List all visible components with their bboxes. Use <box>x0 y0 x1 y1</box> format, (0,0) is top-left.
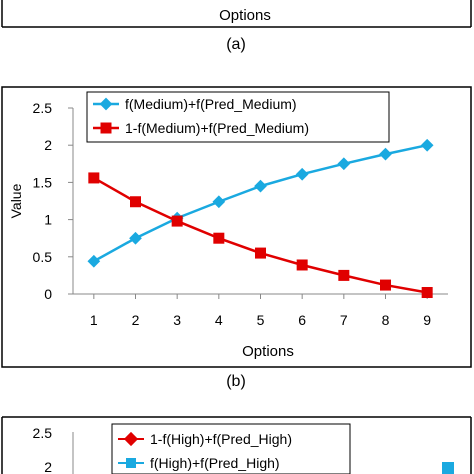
x-tick-label: 8 <box>382 312 390 328</box>
x-tick-label: 3 <box>173 312 181 328</box>
data-point <box>130 196 141 208</box>
panel-b-y-tick-labels: 0 0.5 1 1.5 2 2.5 <box>33 100 73 302</box>
panel-b-legend: f(Medium)+f(Pred_Medium) 1-f(Medium)+f(Pr… <box>86 91 390 143</box>
data-point <box>295 167 309 181</box>
panel-c-legend-label-1: 1-f(High)+f(Pred_High) <box>150 431 292 447</box>
panel-b-x-tick-labels: 1 2 3 4 5 6 7 8 9 <box>90 294 431 328</box>
y-tick-label: 2.5 <box>33 100 53 116</box>
data-point <box>212 195 226 209</box>
panel-c-y-tick-label: 2 <box>44 459 52 474</box>
data-point <box>380 279 391 291</box>
y-tick-label: 2 <box>44 137 52 153</box>
panel-a-fragment: Options (a) <box>1 0 472 53</box>
y-tick-label: 1.5 <box>33 174 53 190</box>
y-tick-label: 0.5 <box>33 249 53 265</box>
panel-b: 0 0.5 1 1.5 2 2.5 1 2 3 4 5 6 7 8 9 Value Options f(M… <box>1 86 472 390</box>
data-point <box>255 247 266 259</box>
panel-b-series <box>87 138 434 299</box>
series-line-1 <box>93 143 428 263</box>
x-tick-label: 9 <box>423 312 431 328</box>
data-point <box>421 287 433 299</box>
legend-box <box>86 91 390 143</box>
y-tick-label: 1 <box>44 212 52 228</box>
y-tick-label: 0 <box>44 286 52 302</box>
x-tick-label: 2 <box>132 312 140 328</box>
panel-a-x-axis-label: Options <box>219 7 271 24</box>
panel-c-fragment: 2.5 2 1-f(High)+f(Pred_High) f(High)+f(P… <box>1 416 472 474</box>
x-tick-label: 6 <box>298 312 306 328</box>
x-tick-label: 1 <box>90 312 98 328</box>
data-point <box>213 232 225 244</box>
panel-c-legend-marker-1 <box>123 431 139 447</box>
panel-b-y-axis-label: Value <box>8 183 24 218</box>
x-tick-label: 5 <box>257 312 265 328</box>
data-point <box>337 157 351 171</box>
panel-b-caption: (b) <box>226 373 246 390</box>
data-point <box>129 231 142 245</box>
panel-c-y-tick-label: 2.5 <box>33 425 53 441</box>
data-point <box>87 254 101 268</box>
panel-b-frame <box>1 86 472 368</box>
data-point <box>88 172 100 184</box>
data-point <box>338 269 350 281</box>
data-point <box>379 147 392 161</box>
panel-c-legend-box <box>111 423 351 474</box>
data-point <box>420 138 434 152</box>
panel-a-caption: (a) <box>226 36 246 53</box>
legend-label: f(Medium)+f(Pred_Medium) <box>125 96 297 112</box>
x-tick-label: 4 <box>215 312 223 328</box>
panel-c-legend-label-2: f(High)+f(Pred_High) <box>150 455 280 471</box>
data-point <box>171 215 183 227</box>
panel-b-x-axis-label: Options <box>242 343 294 360</box>
legend-marker <box>100 122 112 134</box>
legend-label: 1-f(Medium)+f(Pred_Medium) <box>125 120 309 136</box>
x-tick-label: 7 <box>340 312 348 328</box>
data-point <box>254 179 267 193</box>
data-point <box>296 259 308 271</box>
panel-c-legend-marker-2 <box>126 458 136 468</box>
panel-c-data-point-partial <box>442 462 454 474</box>
